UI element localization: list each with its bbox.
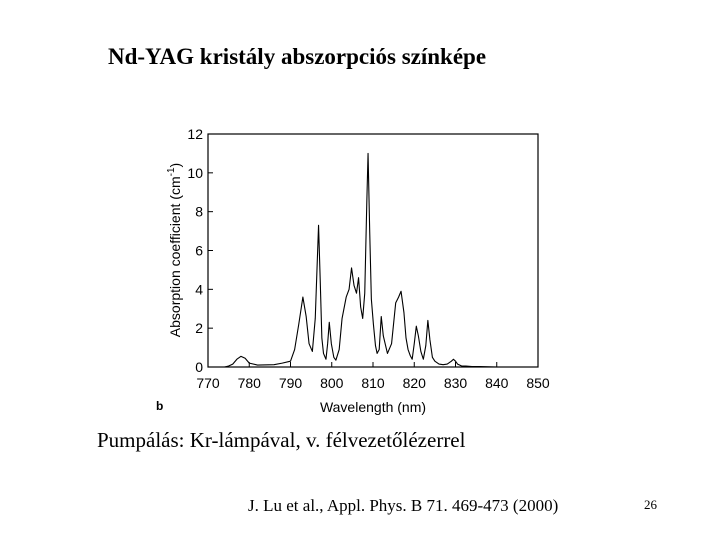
x-axis-label: Wavelength (nm) (320, 399, 426, 415)
y-tick-label: 8 (195, 204, 203, 220)
x-tick-label: 800 (320, 375, 344, 391)
y-axis-label: Absorption coefficient (cm-1) (166, 163, 183, 337)
y-tick-label: 10 (187, 165, 203, 181)
x-tick-label: 780 (238, 375, 262, 391)
x-tick-label: 850 (526, 375, 550, 391)
plot-frame (207, 133, 539, 368)
y-tick-label: 2 (195, 320, 203, 336)
slide-title: Nd-YAG kristály abszorpciós színképe (108, 44, 487, 69)
x-tick-label: 790 (279, 375, 303, 391)
y-axis-label-superscript: -1 (166, 167, 177, 176)
page-number: 26 (644, 497, 657, 512)
y-axis-ticks: 0 2 4 6 8 10 12 (187, 126, 213, 375)
y-axis-label-main: Absorption coefficient (cm (167, 176, 183, 337)
y-tick-label: 12 (187, 126, 203, 142)
x-tick-label: 840 (485, 375, 509, 391)
slide-caption: Pumpálás: Kr-lámpával, v. félvezetőlézer… (97, 428, 466, 452)
x-tick-label: 770 (196, 375, 220, 391)
y-tick-label: 4 (195, 281, 203, 297)
x-tick-label: 810 (361, 375, 385, 391)
x-tick-label: 820 (403, 375, 427, 391)
citation-reference: J. Lu et al., Appl. Phys. B 71. 469-473 … (248, 496, 559, 515)
panel-label: b (156, 399, 163, 413)
series-line-absorption (208, 152, 538, 368)
y-tick-label: 6 (195, 243, 203, 259)
x-tick-label: 830 (444, 375, 468, 391)
y-tick-label: 0 (195, 359, 203, 375)
x-axis-ticks: 770 780 790 800 810 820 830 840 850 (196, 362, 550, 391)
y-axis-label-end: ) (167, 163, 183, 168)
